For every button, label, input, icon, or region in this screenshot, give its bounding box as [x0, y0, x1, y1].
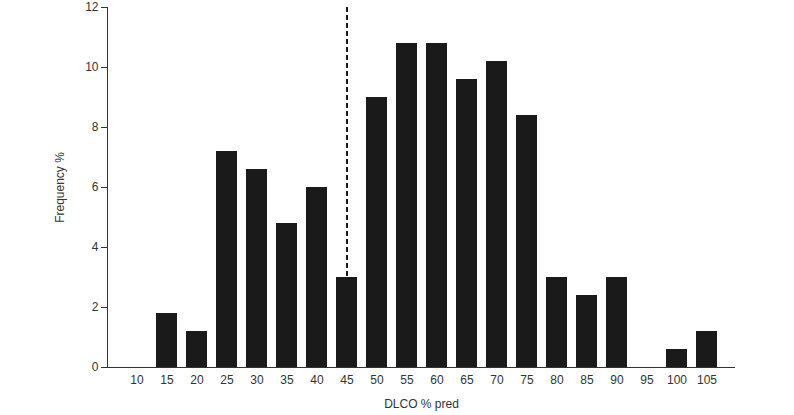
svg-text:90: 90	[610, 373, 624, 387]
svg-text:65: 65	[460, 373, 474, 387]
svg-text:10: 10	[130, 373, 144, 387]
svg-text:75: 75	[520, 373, 534, 387]
svg-text:45: 45	[340, 373, 354, 387]
svg-text:100: 100	[667, 373, 687, 387]
svg-text:70: 70	[490, 373, 504, 387]
svg-text:40: 40	[310, 373, 324, 387]
svg-text:15: 15	[160, 373, 174, 387]
svg-text:4: 4	[92, 240, 99, 254]
svg-text:95: 95	[640, 373, 654, 387]
svg-text:80: 80	[550, 373, 564, 387]
svg-text:10: 10	[85, 60, 99, 74]
svg-text:35: 35	[280, 373, 294, 387]
svg-text:50: 50	[370, 373, 384, 387]
svg-text:55: 55	[400, 373, 414, 387]
svg-text:12: 12	[85, 0, 99, 14]
svg-text:0: 0	[92, 360, 99, 374]
svg-text:105: 105	[697, 373, 717, 387]
svg-text:30: 30	[250, 373, 264, 387]
svg-text:6: 6	[92, 180, 99, 194]
svg-text:20: 20	[190, 373, 204, 387]
svg-text:Frequency %: Frequency %	[53, 152, 67, 223]
svg-text:60: 60	[430, 373, 444, 387]
svg-text:DLCO % pred: DLCO % pred	[384, 397, 459, 411]
svg-text:25: 25	[220, 373, 234, 387]
html-text:b): b)	[50, 0, 61, 14]
svg-text:85: 85	[580, 373, 594, 387]
svg-text:2: 2	[92, 300, 99, 314]
svg-text:8: 8	[92, 120, 99, 134]
